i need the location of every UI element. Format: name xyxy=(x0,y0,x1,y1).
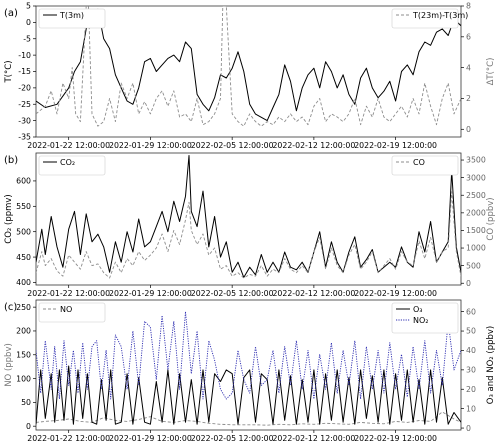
legend-label: NO₂ xyxy=(413,316,429,325)
series-line-3-3 xyxy=(36,311,461,400)
y-tick-label: 400 xyxy=(16,278,31,287)
y-tick-label: -30 xyxy=(18,116,31,125)
y-tick-label: -5 xyxy=(23,34,31,43)
legend-box xyxy=(391,302,459,334)
y-right-tick-label: 1000 xyxy=(466,244,486,253)
y-tick-label: -25 xyxy=(18,100,31,109)
y-right-tick-label: 3000 xyxy=(466,173,486,182)
y-tick-label: -20 xyxy=(18,84,31,93)
y-axis-label: CO₂ (ppmv) xyxy=(4,194,14,243)
plot-frame xyxy=(35,152,462,286)
y-tick-label: 100 xyxy=(16,374,31,383)
series-line-1-1 xyxy=(36,8,461,122)
series-line-2-2 xyxy=(36,191,461,279)
y-right-tick-label: 30 xyxy=(466,366,476,375)
x-tick-label: 2022-02-19 12:00:00 xyxy=(354,289,437,298)
legend: T(3m) xyxy=(38,8,106,29)
y-right-axis-label: O₃ and NO₂ (ppbv) xyxy=(486,326,496,405)
legend-label: CO₂ xyxy=(60,158,75,167)
y-tick-label: 450 xyxy=(16,253,31,262)
legend-box xyxy=(391,155,459,176)
x-tick-label: 2022-02-12 12:00:00 xyxy=(272,434,355,443)
y-tick-label: -15 xyxy=(18,67,31,76)
legend: CO xyxy=(391,155,459,176)
y-right-tick-label: 10 xyxy=(466,404,476,413)
legend: T(23m)-T(3m) xyxy=(391,8,468,29)
y-tick-label: -35 xyxy=(18,133,31,142)
y-tick-label: 200 xyxy=(16,327,31,336)
plot-frame xyxy=(35,299,462,431)
y-tick-label: 0 xyxy=(26,422,31,431)
y-right-tick-label: 2 xyxy=(466,94,471,103)
x-tick-label: 2022-02-19 12:00:00 xyxy=(354,434,437,443)
legend: CO₂ xyxy=(38,155,106,176)
series-group xyxy=(36,6,461,127)
series-group xyxy=(36,311,461,426)
y-right-tick-label: 2000 xyxy=(466,209,486,218)
legend-box xyxy=(38,155,106,176)
legend-label: NO xyxy=(60,305,72,314)
x-tick-label: 2022-01-29 12:00:00 xyxy=(109,434,192,443)
series-line-3-1 xyxy=(36,411,461,426)
legend: O₃ NO₂ xyxy=(391,302,459,334)
x-tick-label: 2022-02-12 12:00:00 xyxy=(272,141,355,150)
y-right-tick-label: 0 xyxy=(466,424,471,433)
x-tick-label: 2022-02-19 12:00:00 xyxy=(354,141,437,150)
y-axis-label: NO (ppbv) xyxy=(4,343,14,387)
x-tick-label: 2022-02-12 12:00:00 xyxy=(272,289,355,298)
y-tick-label: 50 xyxy=(21,398,31,407)
legend-label: CO xyxy=(413,158,425,167)
series-line-1-2 xyxy=(36,6,461,127)
y-right-tick-label: 20 xyxy=(466,385,476,394)
legend-label: O₃ xyxy=(413,305,423,314)
legend-box xyxy=(38,302,106,323)
x-tick-label: 2022-01-29 12:00:00 xyxy=(109,141,192,150)
x-tick-label: 2022-02-05 12:00:00 xyxy=(191,141,274,150)
panel-label: (c) xyxy=(4,302,17,313)
panel-label: (b) xyxy=(4,155,18,166)
y-tick-label: 150 xyxy=(16,350,31,359)
legend-label: T(23m)-T(3m) xyxy=(412,11,468,20)
y-right-tick-label: 0 xyxy=(466,279,471,288)
legend-box xyxy=(391,8,459,29)
y-axis-label: T(°C) xyxy=(4,60,14,83)
y-tick-label: 550 xyxy=(16,202,31,211)
y-right-tick-label: 1500 xyxy=(466,226,486,235)
x-tick-label: 2022-02-05 12:00:00 xyxy=(191,289,274,298)
y-right-tick-label: 3500 xyxy=(466,156,486,165)
y-right-tick-label: 2500 xyxy=(466,191,486,200)
legend: NO xyxy=(38,302,106,323)
x-tick-label: 2022-02-05 12:00:00 xyxy=(191,434,274,443)
series-line-3-2 xyxy=(36,365,461,425)
y-tick-label: 600 xyxy=(16,177,31,186)
y-right-tick-label: 8 xyxy=(466,2,471,11)
y-right-tick-label: 60 xyxy=(466,307,476,316)
y-right-axis-label: CO (ppbv) xyxy=(486,197,496,240)
x-tick-label: 2022-01-22 12:00:00 xyxy=(27,434,110,443)
x-tick-label: 2022-01-29 12:00:00 xyxy=(109,289,192,298)
panel-label: (a) xyxy=(4,8,18,19)
y-right-tick-label: 0 xyxy=(466,125,471,134)
y-right-tick-label: 40 xyxy=(466,346,476,355)
y-tick-label: 250 xyxy=(16,303,31,312)
legend-box xyxy=(38,8,106,29)
y-right-axis-label: ΔT(°C) xyxy=(486,58,496,86)
y-tick-label: -10 xyxy=(18,51,31,60)
x-tick-label: 2022-01-22 12:00:00 xyxy=(27,141,110,150)
y-right-tick-label: 6 xyxy=(466,33,471,42)
y-tick-label: 5 xyxy=(26,2,31,11)
y-tick-label: 0 xyxy=(26,18,31,27)
legend-label: T(3m) xyxy=(59,11,84,20)
x-tick-label: 2022-01-22 12:00:00 xyxy=(27,289,110,298)
y-tick-label: 500 xyxy=(16,227,31,236)
y-right-tick-label: 500 xyxy=(466,261,481,270)
y-right-tick-label: 50 xyxy=(466,327,476,336)
y-right-tick-label: 4 xyxy=(466,63,471,72)
series-group xyxy=(36,155,461,279)
